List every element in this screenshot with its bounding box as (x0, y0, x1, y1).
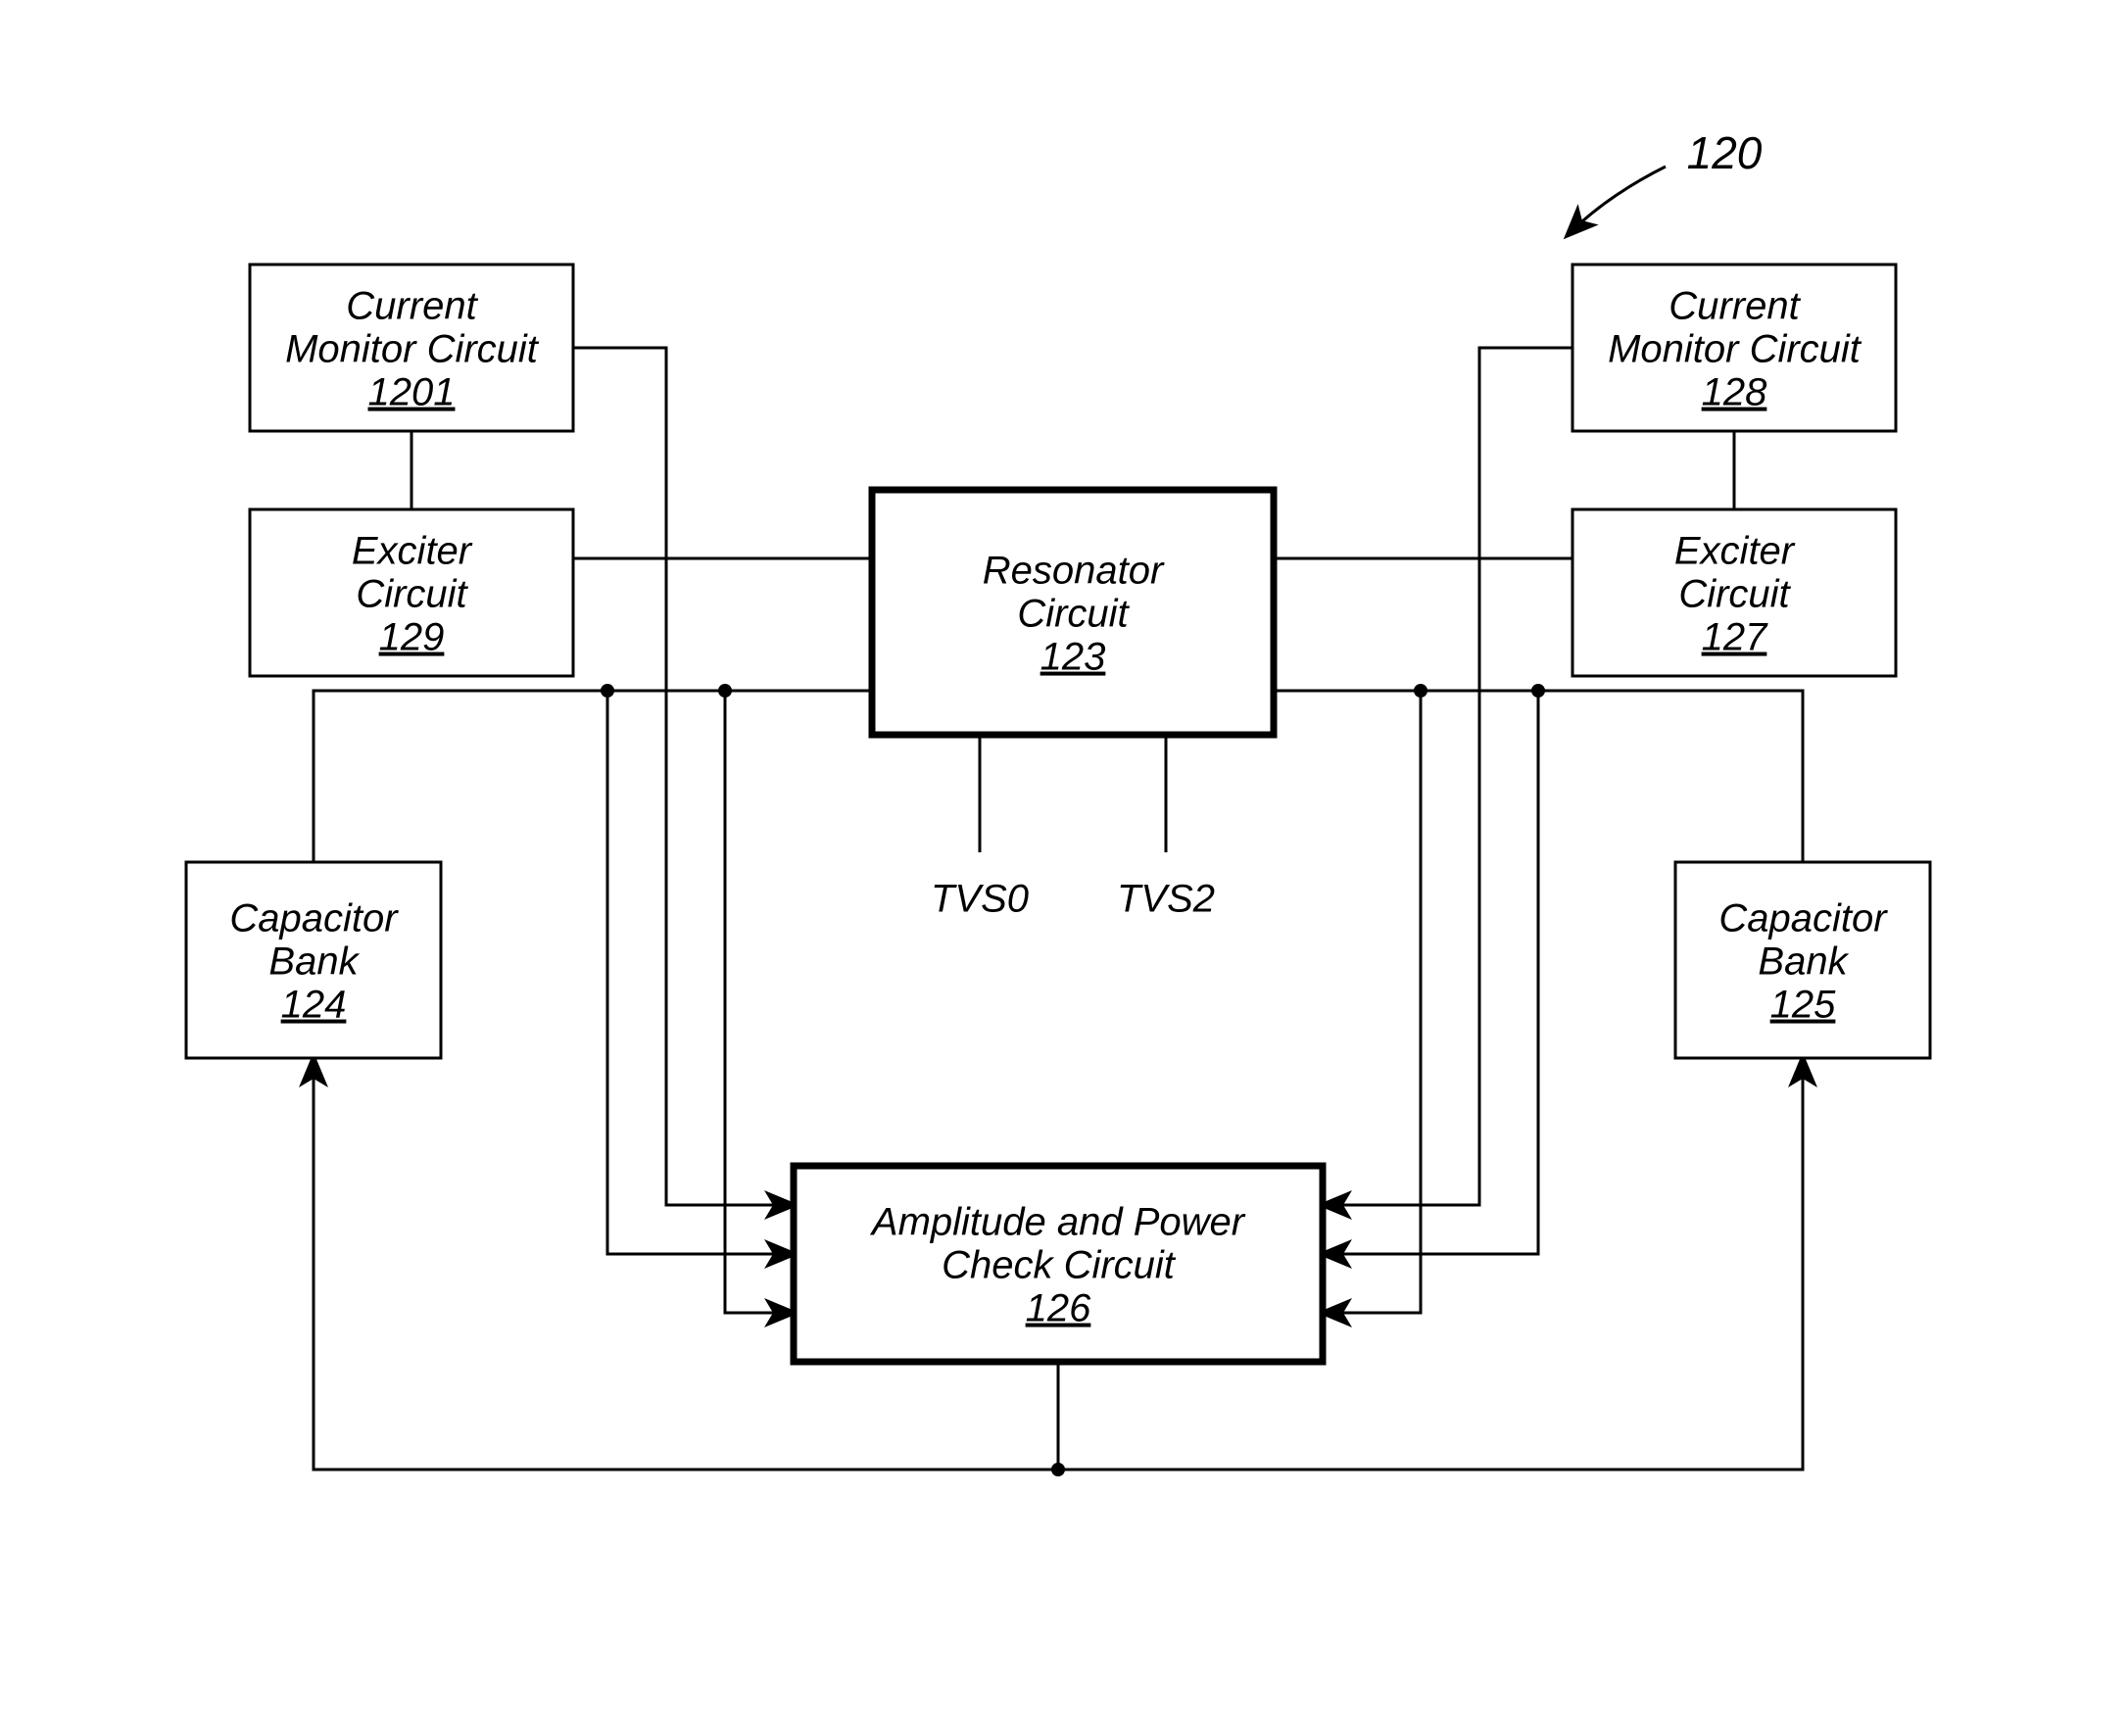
current_monitor_left-label: Current (346, 285, 478, 328)
cap_bank_left-ref: 124 (281, 984, 347, 1027)
cap_bank_left-label: Bank (268, 940, 360, 984)
current_monitor_right-label: Current (1669, 285, 1801, 328)
amp_power-ref: 126 (1026, 1287, 1091, 1330)
junction-dot (718, 684, 732, 698)
resonator-ref: 123 (1040, 636, 1106, 679)
current_monitor_left-ref: 1201 (368, 371, 456, 414)
cap_bank_right-label: Bank (1758, 940, 1849, 984)
tvs0-label: TVS0 (931, 878, 1029, 921)
exciter_left-label: Exciter (352, 530, 473, 573)
resonator-label: Circuit (1017, 593, 1130, 636)
figure-number-label: 120 (1687, 127, 1763, 178)
connection (1323, 691, 1421, 1313)
junction-dot (1414, 684, 1427, 698)
cap_bank_left-label: Capacitor (229, 897, 399, 940)
exciter_right-label: Exciter (1674, 530, 1796, 573)
cap_bank_right-ref: 125 (1770, 984, 1836, 1027)
exciter_left-ref: 129 (379, 616, 445, 659)
tvs2-label: TVS2 (1117, 878, 1215, 921)
figure-number-arrow (1568, 167, 1666, 235)
block-diagram: 120CurrentMonitor Circuit1201ExciterCirc… (0, 0, 2128, 1736)
current_monitor_right-ref: 128 (1702, 371, 1767, 414)
resonator-label: Resonator (983, 550, 1165, 593)
amp_power-label: Amplitude and Power (870, 1201, 1246, 1244)
current_monitor_left-label: Monitor Circuit (285, 328, 540, 371)
junction-dot (601, 684, 614, 698)
connection (725, 691, 794, 1313)
junction-dot (1531, 684, 1545, 698)
exciter_left-label: Circuit (356, 573, 468, 616)
connection (314, 691, 872, 862)
exciter_right-label: Circuit (1678, 573, 1791, 616)
connection (1323, 691, 1538, 1254)
current_monitor_right-label: Monitor Circuit (1608, 328, 1862, 371)
cap_bank_right-label: Capacitor (1718, 897, 1888, 940)
connection (607, 691, 794, 1254)
exciter_right-ref: 127 (1702, 616, 1768, 659)
connection (1323, 348, 1572, 1205)
amp_power-label: Check Circuit (942, 1244, 1177, 1287)
